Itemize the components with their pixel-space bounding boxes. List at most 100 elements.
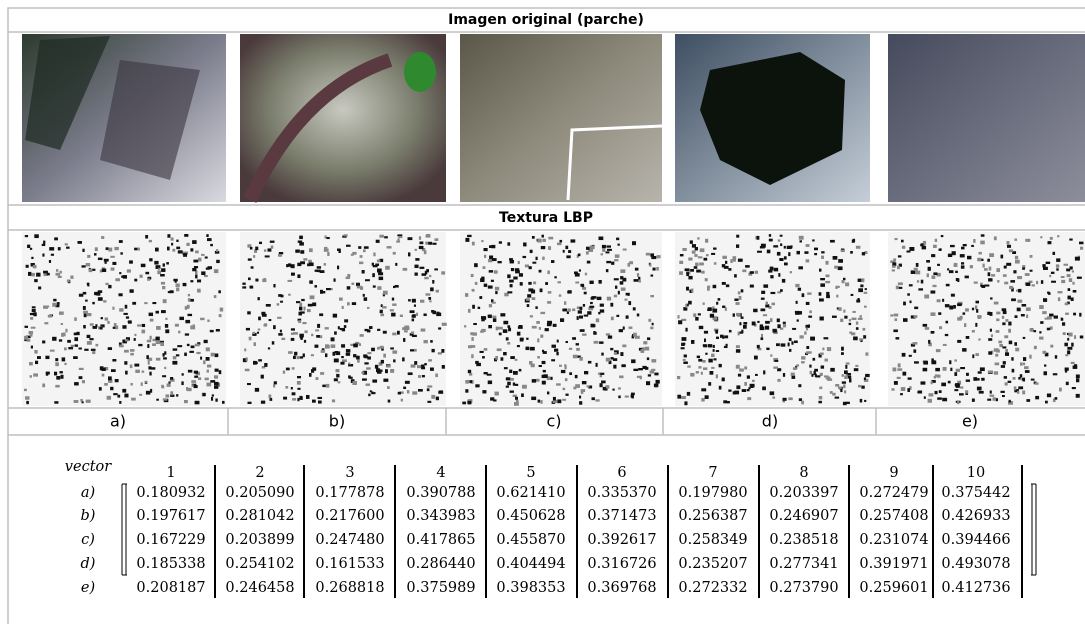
lbp-dot <box>283 396 288 400</box>
lbp-dot <box>950 367 953 372</box>
lbp-dot <box>707 286 710 291</box>
lbp-dot <box>428 359 432 362</box>
lbp-dot <box>572 337 577 340</box>
lbp-dot <box>481 328 486 333</box>
lbp-dot <box>1011 368 1015 373</box>
lbp-dot <box>728 268 732 271</box>
lbp-dot <box>681 342 685 346</box>
lbp-dot <box>271 341 275 345</box>
lbp-dot <box>541 360 546 365</box>
lbp-dot <box>936 374 941 378</box>
matrix-value: 0.621410 <box>496 485 565 501</box>
lbp-dot <box>724 307 727 311</box>
lbp-dot <box>77 241 82 244</box>
lbp-dot <box>776 318 780 323</box>
lbp-dot <box>495 356 499 360</box>
lbp-dot <box>711 252 716 255</box>
lbp-dot <box>1060 276 1065 279</box>
lbp-dot <box>377 286 382 290</box>
lbp-dot <box>273 381 277 385</box>
lbp-dot <box>420 328 426 332</box>
lbp-dot <box>955 368 961 372</box>
lbp-dot <box>73 356 78 359</box>
lbp-dot <box>378 362 383 366</box>
lbp-dot <box>469 373 473 376</box>
lbp-dot <box>1004 382 1008 386</box>
lbp-dot <box>613 364 617 369</box>
lbp-dot <box>834 265 839 269</box>
lbp-dot <box>1008 399 1011 403</box>
lbp-dot <box>1018 288 1022 293</box>
lbp-dot <box>987 398 992 401</box>
lbp-dot <box>172 356 177 360</box>
lbp-dot <box>995 353 999 357</box>
row-label: e) <box>81 580 95 596</box>
lbp-dot <box>736 244 740 248</box>
lbp-dot <box>292 398 297 401</box>
lbp-dot <box>290 337 295 341</box>
lbp-dot <box>43 273 48 277</box>
lbp-dot <box>799 240 802 243</box>
lbp-dot <box>125 316 130 319</box>
lbp-dot <box>756 235 760 240</box>
lbp-dot <box>255 246 259 251</box>
lbp-dot <box>577 310 582 314</box>
lbp-dot <box>644 367 649 370</box>
lbp-dot <box>299 235 303 240</box>
lbp-dot <box>332 351 336 356</box>
lbp-dot <box>307 309 311 313</box>
lbp-dot <box>921 245 927 250</box>
lbp-dot <box>631 335 635 339</box>
lbp-dot <box>779 234 783 237</box>
lbp-dot <box>92 326 97 329</box>
lbp-dot <box>1042 311 1047 315</box>
lbp-dot <box>694 254 698 257</box>
lbp-dot <box>104 367 109 371</box>
lbp-dot <box>471 241 475 246</box>
lbp-dot <box>598 236 604 241</box>
lbp-dot <box>30 345 34 349</box>
lbp-dot <box>1014 255 1019 260</box>
lbp-dot <box>110 267 115 271</box>
lbp-dot <box>989 312 993 316</box>
lbp-dot <box>795 311 800 315</box>
lbp-dot <box>825 280 831 284</box>
lbp-dot <box>909 386 912 390</box>
lbp-dot <box>836 285 840 288</box>
lbp-dot <box>748 272 753 276</box>
lbp-dot <box>78 376 83 380</box>
lbp-dot <box>245 327 250 331</box>
lbp-dot <box>910 343 916 347</box>
lbp-dot <box>1024 366 1029 370</box>
lbp-dot <box>191 380 197 383</box>
lbp-dot <box>909 300 912 304</box>
lbp-dot <box>95 324 98 328</box>
lbp-dot <box>1026 314 1029 319</box>
lbp-dot <box>361 371 365 374</box>
lbp-dot <box>976 309 979 313</box>
lbp-dot <box>819 352 824 356</box>
lbp-dot <box>432 310 437 315</box>
lbp-dot <box>897 265 900 270</box>
lbp-dot <box>569 372 573 376</box>
lbp-dot <box>248 336 252 341</box>
lbp-dot <box>190 280 194 283</box>
lbp-dot <box>377 268 382 273</box>
lbp-dot <box>861 252 866 256</box>
lbp-dot <box>971 330 975 333</box>
lbp-dot <box>177 345 183 348</box>
lbp-dot <box>564 365 567 370</box>
lbp-dot <box>826 295 830 299</box>
lbp-dot <box>656 255 661 259</box>
lbp-dot <box>807 292 812 295</box>
lbp-dot <box>58 339 63 342</box>
lbp-dot <box>330 344 336 348</box>
matrix-value: 0.238518 <box>769 532 838 548</box>
lbp-dot <box>760 337 764 341</box>
lbp-dot <box>857 298 860 301</box>
lbp-dot <box>845 364 848 369</box>
lbp-dot <box>564 378 568 382</box>
lbp-dot <box>725 284 730 288</box>
lbp-dot <box>924 327 930 330</box>
lbp-dot <box>726 401 730 404</box>
